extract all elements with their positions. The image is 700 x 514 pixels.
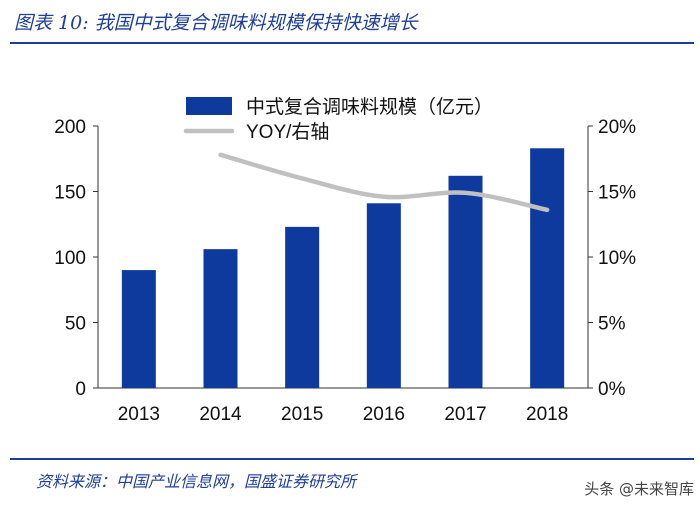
y-left-tick-label: 200 (54, 117, 86, 138)
axes: 0 50 100 150 200 0% 5% 10% 15% 20% 2013 2014 2015 201… (54, 117, 636, 425)
yoy-line-layer (218, 152, 550, 213)
y-left-tick-label: 50 (65, 314, 86, 335)
bar (285, 226, 320, 388)
bars (121, 148, 565, 388)
y-right-tick-label: 5% (598, 314, 626, 335)
legend-label-line: YOY/右轴 (246, 121, 329, 143)
legend-swatch-bar (186, 97, 232, 115)
bar (203, 249, 238, 388)
y-left-tick-label: 150 (54, 183, 86, 204)
yoy-line (218, 152, 550, 213)
legend: 中式复合调味料规模（亿元） YOY/右轴 (183, 96, 493, 143)
y-right-tick-label: 20% (598, 117, 636, 138)
source-note: 资料来源：中国产业信息网，国盛证券研究所 (36, 472, 357, 491)
bar (121, 270, 156, 388)
bar (366, 203, 401, 388)
bar (448, 175, 483, 388)
y-left-tick-label: 0 (75, 379, 86, 400)
figure-title: 图表 10: 我国中式复合调味料规模保持快速增长 (14, 12, 418, 34)
source-rule (10, 458, 694, 460)
title-rule (10, 42, 694, 44)
x-tick-label: 2018 (526, 404, 568, 425)
watermark: 头条 @未来智库 (584, 480, 694, 498)
y-left-tick-label: 100 (54, 248, 86, 269)
legend-label-bar: 中式复合调味料规模（亿元） (246, 96, 493, 118)
x-tick-label: 2013 (118, 404, 160, 425)
x-tick-label: 2015 (281, 404, 323, 425)
x-tick-label: 2014 (199, 404, 242, 425)
x-tick-label: 2017 (444, 404, 486, 425)
y-right-tick-label: 0% (598, 379, 626, 400)
y-right-tick-label: 10% (598, 248, 636, 269)
x-tick-label: 2016 (363, 404, 405, 425)
bar (530, 148, 565, 388)
y-right-tick-label: 15% (598, 183, 636, 204)
